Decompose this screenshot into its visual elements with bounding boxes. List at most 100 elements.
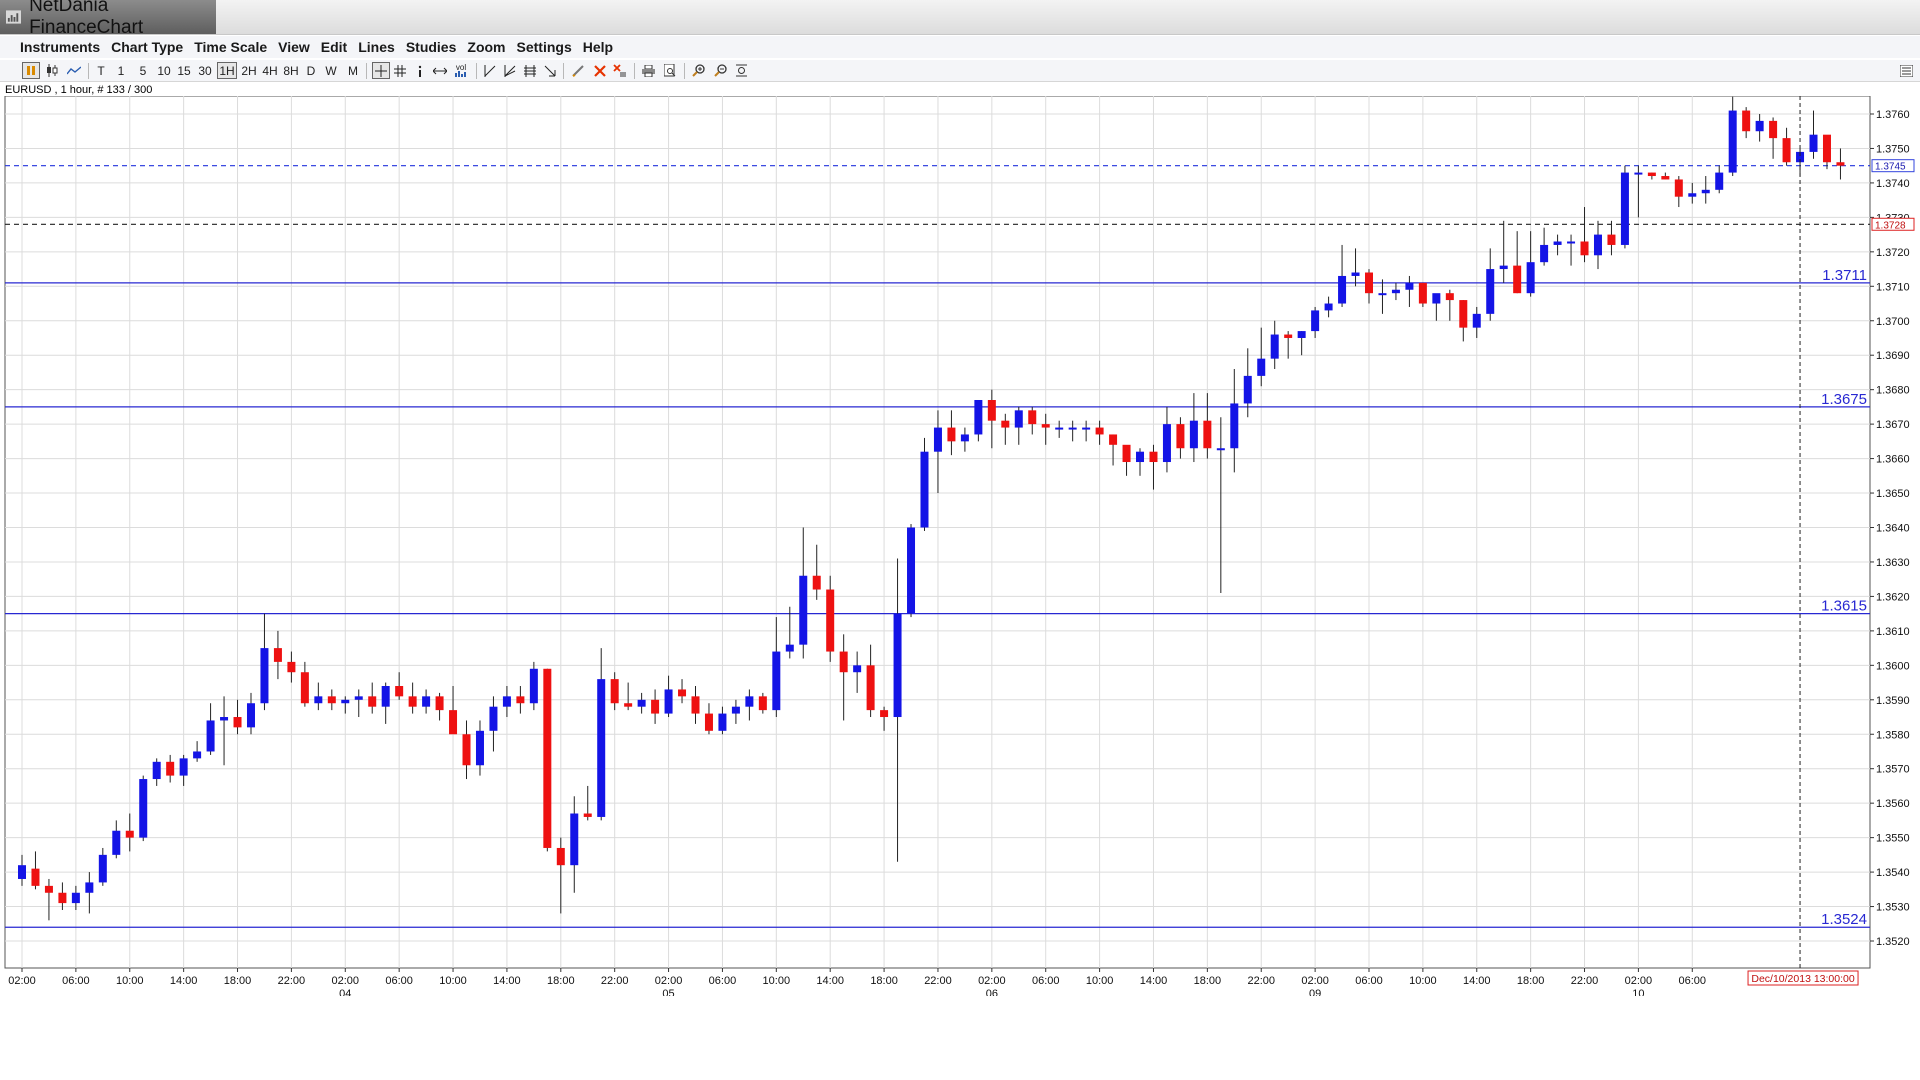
candle-body (1742, 110, 1751, 132)
candle-body (1607, 234, 1616, 245)
candle (1136, 448, 1145, 476)
x-tick-label: 22:00 (924, 975, 952, 987)
settings-panel-icon[interactable] (1898, 62, 1914, 79)
timescale-week[interactable]: W (325, 63, 337, 78)
trend-line-icon[interactable] (482, 62, 498, 79)
candle-body (1176, 424, 1185, 449)
menu-edit[interactable]: Edit (320, 39, 348, 55)
candle (1378, 279, 1387, 314)
candlestick-type-icon[interactable] (45, 62, 59, 79)
candle-body (1701, 189, 1710, 194)
candle-body (947, 427, 956, 442)
candle-body (112, 830, 121, 855)
candle (381, 682, 390, 724)
candle-body (610, 679, 619, 704)
candle-body (866, 665, 875, 711)
timescale-tick[interactable]: T (97, 63, 105, 78)
candle-body (233, 717, 242, 728)
line-chart-icon[interactable] (66, 62, 82, 79)
instrument-info: EURUSD , 1 hour, # 133 / 300 (5, 84, 153, 96)
x-tick-label: 14:00 (1140, 975, 1168, 987)
candle (1742, 107, 1751, 139)
candle (395, 672, 404, 700)
candle-body (98, 854, 107, 883)
candle-body (1728, 110, 1737, 173)
menu-settings[interactable]: Settings (516, 39, 572, 55)
timescale-day[interactable]: D (306, 63, 316, 78)
zoom-in-icon[interactable] (690, 62, 706, 79)
menu-lines[interactable]: Lines (358, 39, 395, 55)
candle-body (1041, 424, 1050, 428)
candle-body (44, 885, 53, 893)
timescale-5min[interactable]: 5 (139, 63, 147, 78)
candle (947, 410, 956, 456)
timescale-month[interactable]: M (348, 63, 358, 78)
candle (880, 706, 889, 731)
candle (866, 644, 875, 718)
pencil-icon[interactable] (570, 62, 586, 79)
candle-body (1189, 420, 1198, 449)
candle (1014, 406, 1023, 445)
grid-icon[interactable] (392, 62, 408, 79)
menu-studies[interactable]: Studies (405, 39, 457, 55)
candle (58, 882, 67, 910)
candle-body (18, 865, 26, 879)
candle-body (71, 892, 80, 904)
candle (1297, 331, 1306, 356)
pan-arrows-icon[interactable] (432, 62, 448, 79)
timescale-8h[interactable]: 8H (283, 63, 299, 78)
candle-body (1769, 120, 1778, 139)
fan-line-icon[interactable] (502, 62, 518, 79)
pause-icon[interactable] (22, 62, 40, 79)
candle (624, 682, 633, 711)
print-icon[interactable] (640, 62, 656, 79)
timescale-15min[interactable]: 15 (177, 63, 191, 78)
candle-body (1122, 444, 1131, 463)
delete-icon[interactable] (592, 62, 608, 79)
candle (785, 606, 794, 659)
candle (31, 851, 40, 890)
menu-zoom[interactable]: Zoom (467, 39, 506, 55)
zoom-reset-icon[interactable] (733, 62, 749, 79)
menu-bar: Instruments Chart Type Time Scale View E… (0, 36, 1920, 58)
timescale-30min[interactable]: 30 (198, 63, 212, 78)
x-tick-label: 06:00 (709, 975, 737, 987)
timescale-1h[interactable]: 1H (217, 62, 237, 79)
print-preview-icon[interactable] (662, 62, 678, 79)
volume-label: vol (455, 63, 467, 72)
candle-body (1553, 241, 1562, 245)
timescale-1min[interactable]: 1 (117, 63, 125, 78)
price-chart[interactable]: 1.37601.37501.37401.37301.37201.37101.37… (0, 96, 1920, 996)
candle (71, 885, 80, 910)
candle-body (664, 689, 673, 714)
menu-view[interactable]: View (278, 39, 310, 55)
menu-instruments[interactable]: Instruments (20, 39, 101, 55)
candle-body (58, 892, 67, 904)
y-tick-label: 1.3540 (1876, 867, 1910, 879)
menu-help[interactable]: Help (582, 39, 614, 55)
candle-body (1365, 272, 1373, 294)
candle-body (327, 696, 336, 704)
info-icon[interactable] (414, 62, 426, 79)
menu-time-scale[interactable]: Time Scale (194, 39, 268, 55)
fibonacci-icon[interactable] (522, 62, 538, 79)
arrow-tool-icon[interactable] (542, 62, 558, 79)
volume-icon[interactable]: vol (452, 62, 470, 79)
candle-body (1055, 427, 1064, 430)
menu-chart-type[interactable]: Chart Type (111, 39, 184, 55)
y-tick-label: 1.3680 (1876, 385, 1910, 397)
candle-body (1499, 265, 1508, 270)
candle-body (731, 706, 740, 714)
candle-body (1257, 358, 1266, 376)
zoom-out-icon[interactable] (712, 62, 728, 79)
timescale-2h[interactable]: 2H (241, 63, 257, 78)
candle-body (1230, 403, 1239, 449)
candle-body (839, 651, 848, 673)
timescale-10min[interactable]: 10 (157, 63, 171, 78)
candle-body (206, 720, 215, 752)
candle (1661, 172, 1670, 180)
timescale-4h[interactable]: 4H (262, 63, 278, 78)
delete-all-icon[interactable] (612, 62, 628, 79)
candle (1311, 306, 1320, 338)
crosshair-icon[interactable] (372, 62, 390, 79)
